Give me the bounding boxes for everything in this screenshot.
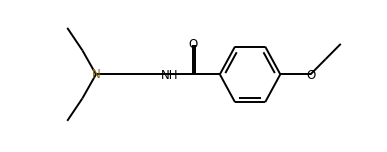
Text: O: O: [306, 69, 315, 82]
Text: N: N: [92, 68, 100, 81]
Text: NH: NH: [161, 69, 178, 82]
Text: O: O: [188, 38, 197, 51]
